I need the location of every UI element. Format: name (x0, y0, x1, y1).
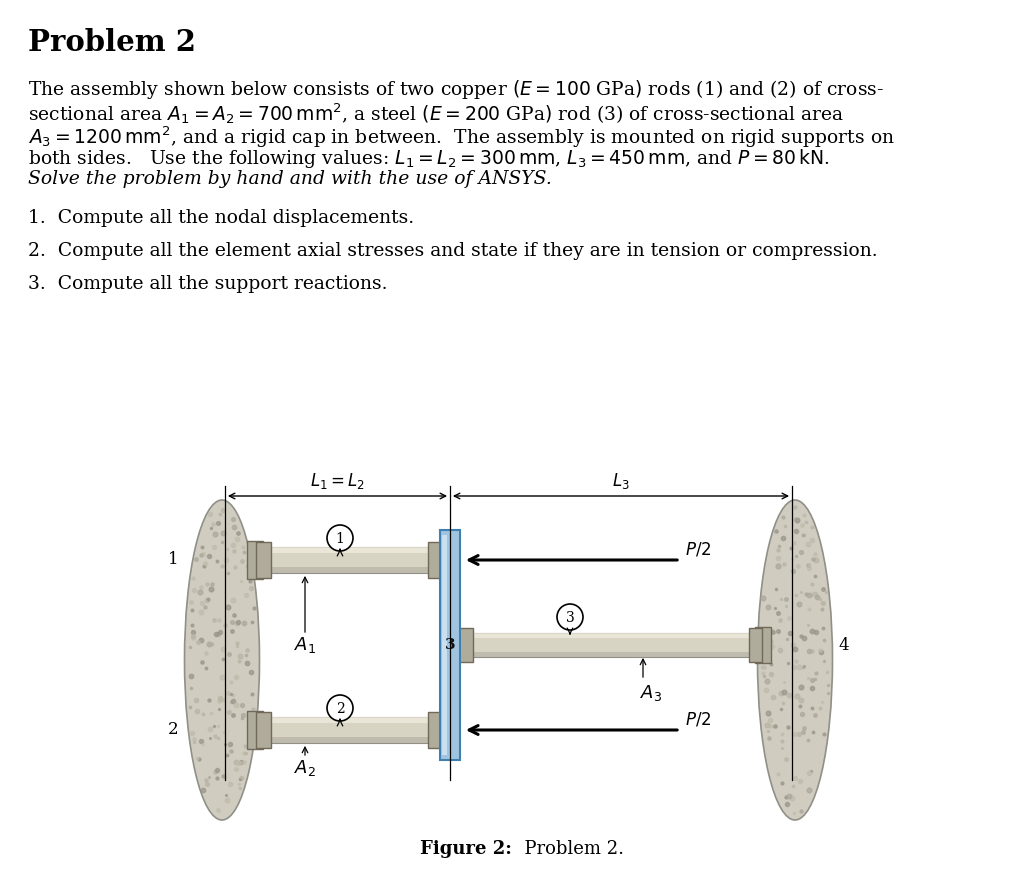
Text: $P/2$: $P/2$ (685, 710, 711, 728)
Bar (460, 652, 759, 657)
Bar (258, 717, 440, 743)
Text: $A_2$: $A_2$ (294, 758, 316, 778)
Bar (755, 627, 770, 663)
Text: 2: 2 (336, 702, 344, 716)
Bar (258, 547, 440, 573)
Bar (256, 712, 271, 748)
Ellipse shape (184, 500, 259, 820)
Ellipse shape (758, 500, 833, 820)
Bar (440, 530, 460, 760)
Text: $A_1$: $A_1$ (294, 635, 316, 655)
Text: Solve the problem by hand and with the use of ANSYS.: Solve the problem by hand and with the u… (28, 170, 552, 188)
Bar (460, 633, 759, 657)
Text: 1: 1 (168, 552, 178, 569)
Text: Figure 2:: Figure 2: (420, 840, 512, 858)
Text: $A_3 = 1200\,\mathrm{mm}^2$, and a rigid cap in between.  The assembly is mounte: $A_3 = 1200\,\mathrm{mm}^2$, and a rigid… (28, 124, 895, 149)
Bar (247, 541, 262, 579)
Text: The assembly shown below consists of two copper $(E = 100$ GPa$)$ rods (1) and (: The assembly shown below consists of two… (28, 78, 884, 101)
Text: 3: 3 (444, 638, 456, 652)
Bar (258, 738, 440, 743)
Bar (258, 547, 440, 552)
Bar (247, 711, 262, 749)
Bar (460, 633, 759, 638)
Bar (749, 628, 762, 662)
Text: $L_1 = L_2$: $L_1 = L_2$ (310, 471, 365, 491)
Bar (442, 535, 447, 755)
Text: 4: 4 (839, 637, 849, 654)
Circle shape (327, 525, 353, 551)
Text: Problem 2.: Problem 2. (513, 840, 624, 858)
Text: 2: 2 (168, 721, 178, 738)
Text: 1: 1 (336, 532, 344, 546)
Bar (256, 542, 271, 578)
Text: $L_3$: $L_3$ (612, 471, 630, 491)
Text: $A_3$: $A_3$ (640, 683, 663, 703)
Text: $P/2$: $P/2$ (685, 540, 711, 558)
Text: 3.  Compute all the support reactions.: 3. Compute all the support reactions. (28, 275, 387, 293)
Text: Problem 2: Problem 2 (28, 28, 196, 57)
Text: both sides.   Use the following values: $L_1 = L_2 = 300\,\mathrm{mm}$, $L_3 = 4: both sides. Use the following values: $L… (28, 147, 829, 170)
Bar (427, 542, 442, 578)
Circle shape (557, 604, 583, 630)
Bar (427, 712, 442, 748)
Bar (258, 717, 440, 723)
Bar (458, 628, 472, 662)
Text: 1.  Compute all the nodal displacements.: 1. Compute all the nodal displacements. (28, 209, 414, 227)
Bar (258, 567, 440, 573)
Circle shape (327, 695, 353, 721)
Text: 3: 3 (565, 611, 574, 625)
Text: sectional area $A_1 = A_2 = 700\,\mathrm{mm}^2$, a steel $(E = 200$ GPa$)$ rod (: sectional area $A_1 = A_2 = 700\,\mathrm… (28, 101, 844, 126)
Text: 2.  Compute all the element axial stresses and state if they are in tension or c: 2. Compute all the element axial stresse… (28, 242, 878, 260)
